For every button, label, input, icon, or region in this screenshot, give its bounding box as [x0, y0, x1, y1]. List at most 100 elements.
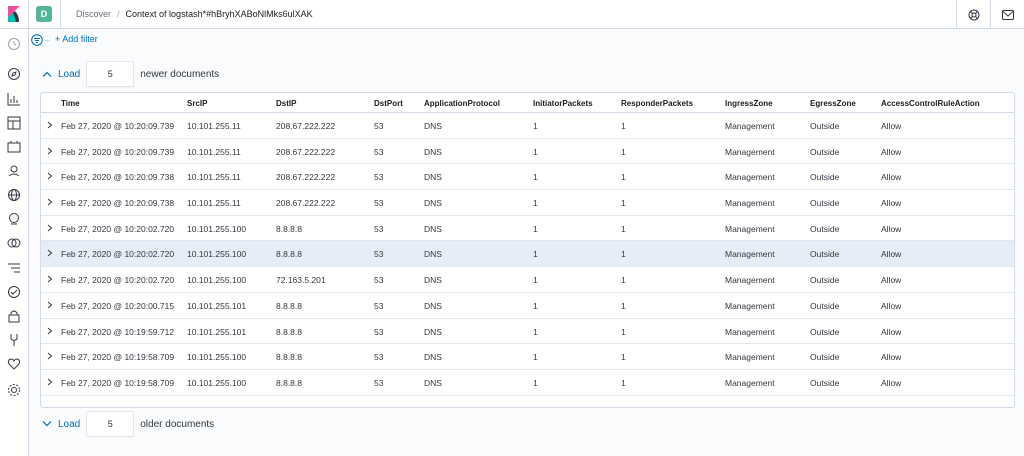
table-row[interactable]: Feb 27, 2020 @ 10:20:02.720 10.101.255.10…: [41, 241, 1014, 268]
newer-count-input[interactable]: 5: [86, 61, 135, 87]
cell-applicationprotocol: DNS: [424, 300, 442, 311]
apm-icon[interactable]: [7, 261, 21, 275]
cell-dstport: 53: [374, 377, 384, 388]
load-newer-button[interactable]: Load: [42, 69, 80, 80]
expand-row-chevron-icon[interactable]: [46, 223, 54, 233]
cell-time: Feb 27, 2020 @ 10:19:58.709: [61, 377, 175, 388]
newer-documents-row: Load 5 newer documents: [42, 61, 219, 87]
table-row[interactable]: Feb 27, 2020 @ 10:20:09.738 10.101.255.11…: [41, 164, 1014, 191]
header-actions: [956, 0, 1024, 29]
load-older-button[interactable]: Load: [42, 419, 80, 430]
cell-ingresszone: Management: [725, 198, 775, 209]
cell-ingresszone: Management: [725, 223, 775, 234]
stack-monitoring-icon[interactable]: [7, 357, 21, 371]
column-header-dstip[interactable]: DstIP: [276, 99, 297, 108]
expand-row-chevron-icon[interactable]: [46, 300, 54, 310]
expand-row-chevron-icon[interactable]: [46, 274, 54, 284]
logs-icon[interactable]: [7, 236, 21, 250]
column-header-srcip[interactable]: SrcIP: [187, 99, 208, 108]
machine-learning-icon[interactable]: [7, 188, 21, 202]
canvas-icon[interactable]: [7, 140, 21, 154]
table-row[interactable]: Feb 27, 2020 @ 10:19:58.709 10.101.255.10…: [41, 370, 1014, 396]
cell-dstip: 8.8.8.8: [276, 326, 302, 337]
cell-dstip: 208.67.222.222: [276, 198, 336, 209]
table-row[interactable]: Feb 27, 2020 @ 10:20:00.715 10.101.255.10…: [41, 293, 1014, 319]
column-header-time[interactable]: Time: [61, 99, 80, 108]
dev-tools-icon[interactable]: [7, 333, 21, 347]
expand-row-chevron-icon[interactable]: [46, 248, 54, 258]
dashboard-icon[interactable]: [7, 116, 21, 130]
cell-responderpackets: 1: [621, 223, 626, 234]
cell-initiatorpackets: 1: [533, 352, 538, 363]
cell-time: Feb 27, 2020 @ 10:20:02.720: [61, 223, 175, 234]
cell-ingresszone: Management: [725, 377, 775, 388]
table-row[interactable]: Feb 27, 2020 @ 10:20:09.739 10.101.255.11…: [41, 139, 1014, 165]
cell-ingresszone: Management: [725, 121, 775, 131]
cell-accesscontrolruleaction: Allow: [881, 223, 902, 234]
cell-ingresszone: Management: [725, 326, 775, 337]
cell-initiatorpackets: 1: [533, 172, 538, 183]
discover-icon[interactable]: [7, 67, 21, 81]
uptime-icon[interactable]: [7, 285, 21, 299]
column-header-applicationprotocol[interactable]: ApplicationProtocol: [424, 99, 500, 108]
cell-responderpackets: 1: [621, 198, 626, 209]
cell-applicationprotocol: DNS: [424, 275, 442, 286]
column-header-dstport[interactable]: DstPort: [374, 99, 403, 108]
column-header-ingresszone[interactable]: IngressZone: [725, 99, 773, 108]
newsfeed-icon: [1001, 9, 1014, 20]
infrastructure-icon[interactable]: [7, 212, 21, 226]
cell-srcip: 10.101.255.101: [187, 326, 247, 337]
breadcrumb-current: Context of logstash*#hBryhXABoNlMks6ulXA…: [125, 9, 313, 19]
cell-time: Feb 27, 2020 @ 10:19:58.709: [61, 352, 175, 363]
header-divider: [60, 0, 61, 29]
table-row[interactable]: Feb 27, 2020 @ 10:20:09.738 10.101.255.11…: [41, 190, 1014, 216]
column-header-responderpackets[interactable]: ResponderPackets: [621, 99, 694, 108]
cell-dstport: 53: [374, 121, 384, 131]
column-header-egresszone[interactable]: EgressZone: [810, 99, 856, 108]
expand-row-chevron-icon[interactable]: [46, 377, 54, 387]
siem-icon[interactable]: [7, 309, 21, 323]
table-header: Time SrcIP DstIP DstPort ApplicationProt…: [41, 93, 1014, 113]
cell-dstip: 8.8.8.8: [276, 352, 302, 363]
cell-accesscontrolruleaction: Allow: [881, 352, 902, 363]
help-button[interactable]: [956, 0, 990, 29]
filter-options-button[interactable]: –: [31, 33, 53, 47]
chevron-down-icon: [42, 421, 52, 427]
cell-accesscontrolruleaction: Allow: [881, 146, 902, 157]
expand-row-chevron-icon[interactable]: [46, 351, 54, 361]
maps-icon[interactable]: [7, 164, 21, 178]
breadcrumb-discover[interactable]: Discover: [76, 9, 112, 19]
newsfeed-button[interactable]: [990, 0, 1024, 29]
cell-initiatorpackets: 1: [533, 326, 538, 337]
expand-row-chevron-icon[interactable]: [46, 120, 54, 130]
management-icon[interactable]: [7, 383, 21, 397]
older-count-input[interactable]: 5: [86, 411, 135, 437]
cell-initiatorpackets: 1: [533, 121, 538, 131]
cell-srcip: 10.101.255.101: [187, 300, 247, 311]
kibana-logo[interactable]: [0, 0, 29, 29]
cell-time: Feb 27, 2020 @ 10:20:09.738: [61, 172, 175, 183]
cell-accesscontrolruleaction: Allow: [881, 172, 902, 183]
table-row[interactable]: Feb 27, 2020 @ 10:20:09.739 10.101.255.11…: [41, 113, 1014, 139]
visualize-icon[interactable]: [7, 92, 21, 106]
table-row[interactable]: Feb 27, 2020 @ 10:19:59.712 10.101.255.10…: [41, 319, 1014, 345]
expand-row-chevron-icon[interactable]: [46, 197, 54, 207]
cell-applicationprotocol: DNS: [424, 172, 442, 183]
table-row[interactable]: Feb 27, 2020 @ 10:19:58.709 10.101.255.10…: [41, 344, 1014, 370]
space-avatar[interactable]: D: [36, 6, 52, 22]
expand-row-chevron-icon[interactable]: [46, 326, 54, 336]
column-header-accesscontrolruleaction[interactable]: AccessControlRuleAction: [881, 99, 980, 108]
table-row[interactable]: Feb 27, 2020 @ 10:20:02.720 10.101.255.10…: [41, 267, 1014, 293]
recently-viewed-icon[interactable]: [7, 37, 21, 51]
cell-dstport: 53: [374, 172, 384, 183]
expand-row-chevron-icon[interactable]: [46, 146, 54, 156]
breadcrumb-separator: /: [117, 9, 120, 19]
filter-icon: [31, 34, 43, 46]
cell-srcip: 10.101.255.100: [187, 223, 247, 234]
expand-row-chevron-icon[interactable]: [46, 171, 54, 181]
table-row[interactable]: Feb 27, 2020 @ 10:20:02.720 10.101.255.10…: [41, 216, 1014, 242]
cell-time: Feb 27, 2020 @ 10:20:02.720: [61, 249, 175, 260]
cell-responderpackets: 1: [621, 249, 626, 260]
column-header-initiatorpackets[interactable]: InitiatorPackets: [533, 99, 593, 108]
add-filter-link[interactable]: + Add filter: [55, 34, 98, 44]
